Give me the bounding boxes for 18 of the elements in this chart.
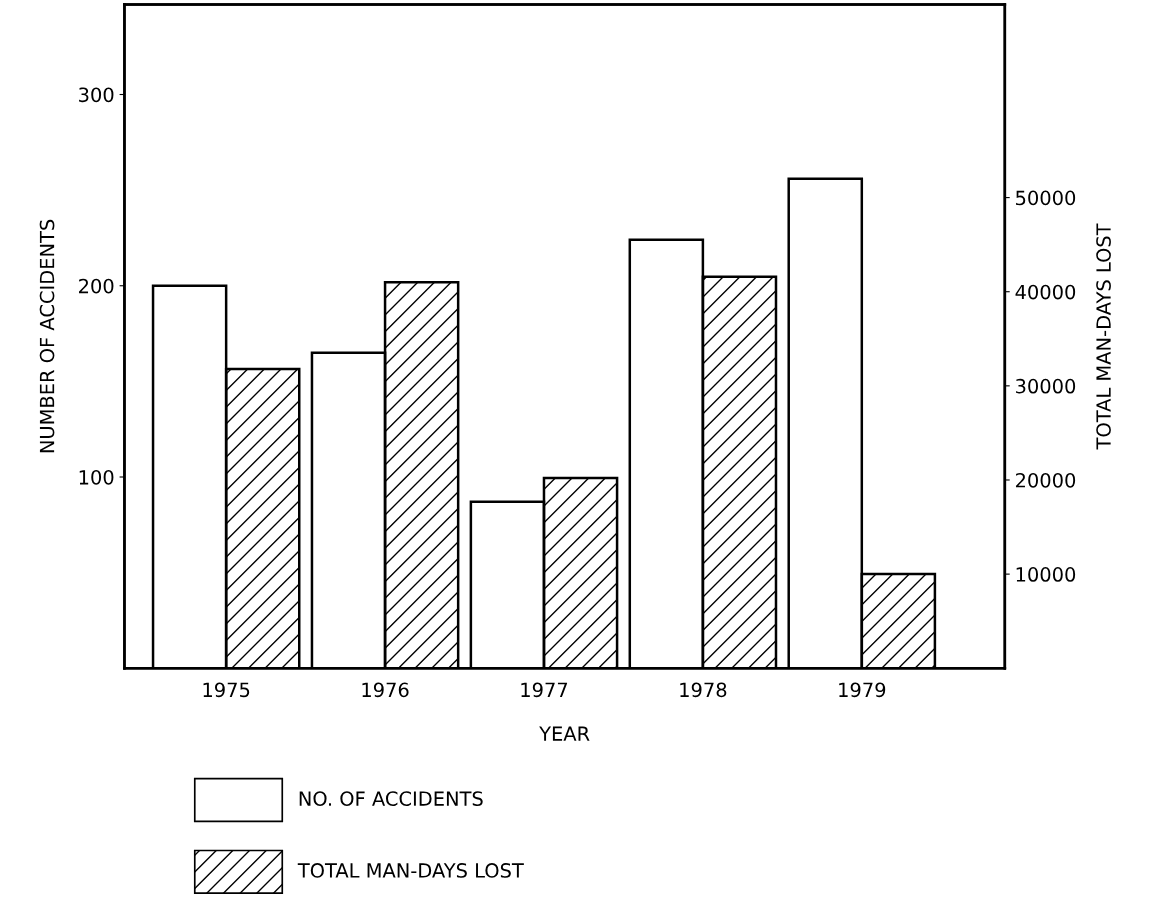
y2-axis-title: TOTAL MAN-DAYS LOST xyxy=(1096,223,1111,450)
legend-label: NO. OF ACCIDENTS xyxy=(299,791,483,806)
y2-tick-label: 20000 xyxy=(1015,472,1076,488)
y2-tick-label: 10000 xyxy=(1016,567,1076,582)
x-tick-label: 1978 xyxy=(680,682,727,698)
y-axis-title: NUMBER OF ACCIDENTS xyxy=(39,219,55,453)
x-axis-title: YEAR xyxy=(539,726,590,741)
y2-tick-label: 30000 xyxy=(1016,378,1076,394)
y-tick-label: 200 xyxy=(79,278,114,294)
y2-tick-label: 40000 xyxy=(1015,284,1076,300)
x-tick-label: 1976 xyxy=(362,682,409,698)
y-tick-label: 100 xyxy=(79,469,114,485)
x-tick-label: 1977 xyxy=(521,682,568,698)
x-tick-label: 1979 xyxy=(839,682,886,698)
y2-tick-label: 50000 xyxy=(1016,190,1076,206)
legend-label: TOTAL MAN-DAYS LOST xyxy=(297,863,524,878)
y-tick-label: 300 xyxy=(79,87,114,103)
x-tick-label: 1975 xyxy=(203,682,250,698)
